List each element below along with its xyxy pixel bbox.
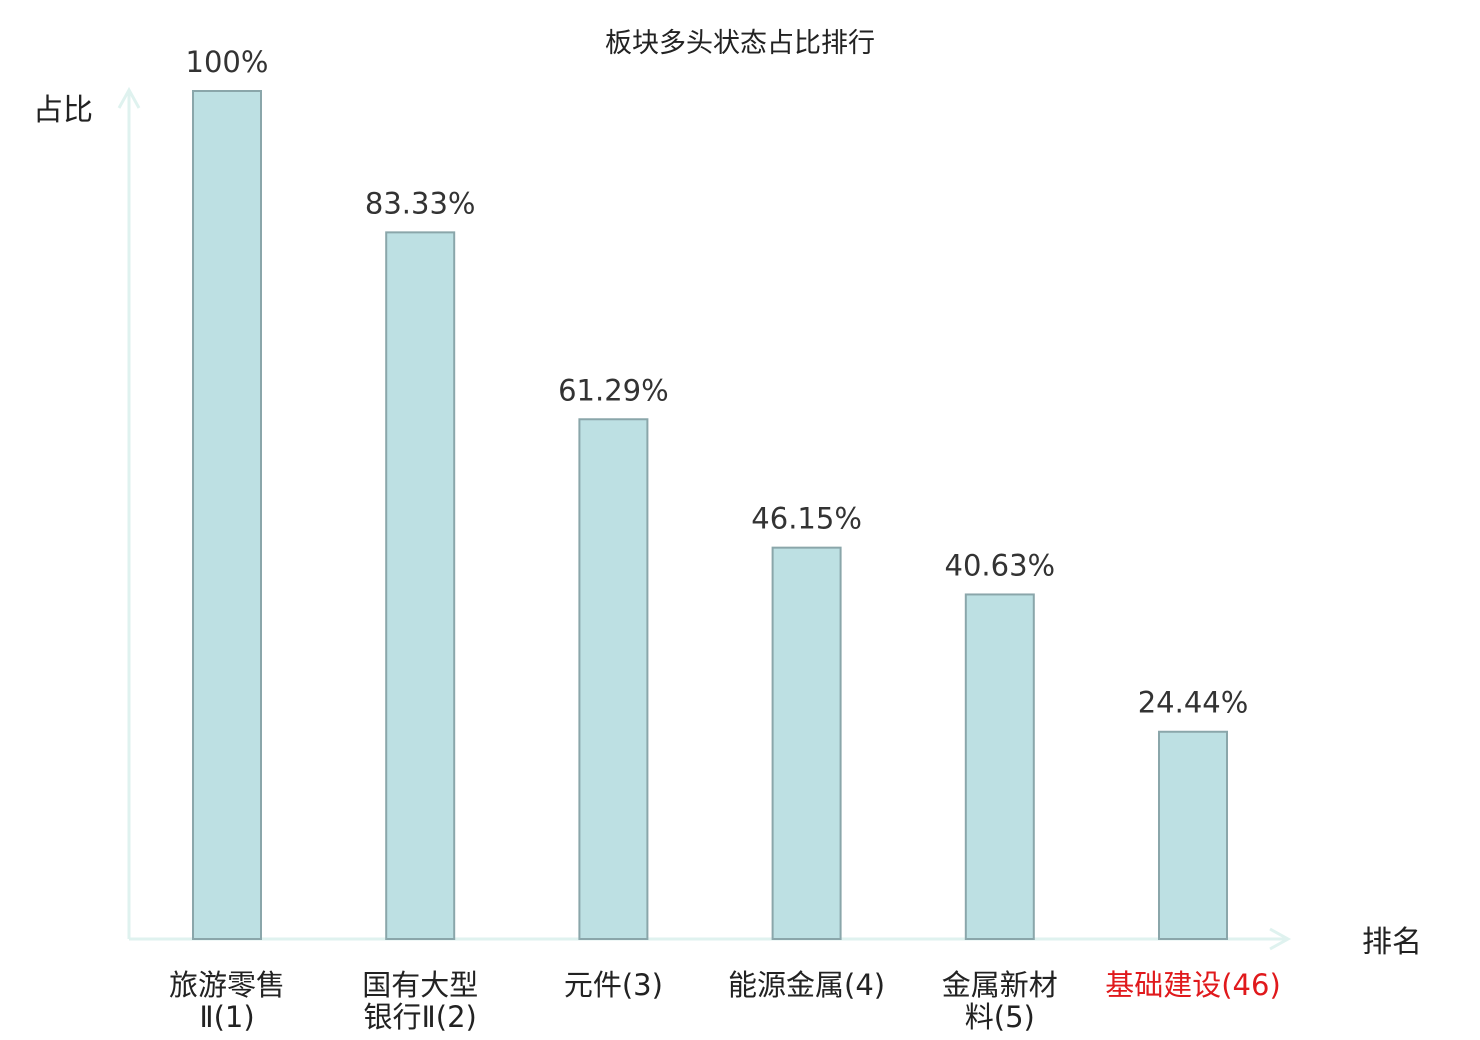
bar-3 (578, 418, 649, 940)
value-label-3: 61.29% (558, 373, 669, 407)
bars (192, 90, 1228, 941)
value-labels: 100% 83.33% 61.29% 46.15% 40.63% 24.44% (186, 45, 1249, 720)
category-label-2: 国有大型银行Ⅱ(2) (362, 968, 478, 1034)
category-labels: 旅游零售 Ⅱ(1) 国有大型银行Ⅱ(2) 元件(3) 能源金属(4) 金属新材料(5) 基础… (169, 968, 1281, 1034)
bar-2 (385, 231, 456, 941)
category-label-4: 能源金属(4) (728, 968, 885, 1002)
category-label-6: 基础建设(46) (1105, 968, 1281, 1002)
category-label-5: 金属新材料(5) (942, 968, 1058, 1034)
bar-6 (1158, 730, 1228, 940)
x-axis-arrow (1269, 927, 1292, 951)
bar-4 (771, 546, 842, 940)
bar-5 (964, 593, 1035, 940)
value-label-4: 46.15% (751, 502, 862, 536)
value-label-1: 100% (186, 45, 269, 79)
value-label-6: 24.44% (1138, 686, 1249, 720)
category-label-3: 元件(3) (564, 968, 663, 1002)
x-axis-label: 排名 (1362, 925, 1422, 960)
value-label-5: 40.63% (945, 548, 1056, 582)
y-axis-label: 占比 (33, 93, 93, 128)
bar-1 (192, 90, 262, 940)
chart-title: 板块多头状态占比排行 (605, 28, 875, 59)
y-axis-arrow (117, 86, 141, 109)
category-label-1: 旅游零售 Ⅱ(1) (169, 968, 285, 1034)
value-label-2: 83.33% (365, 186, 476, 220)
axes (117, 86, 1292, 951)
